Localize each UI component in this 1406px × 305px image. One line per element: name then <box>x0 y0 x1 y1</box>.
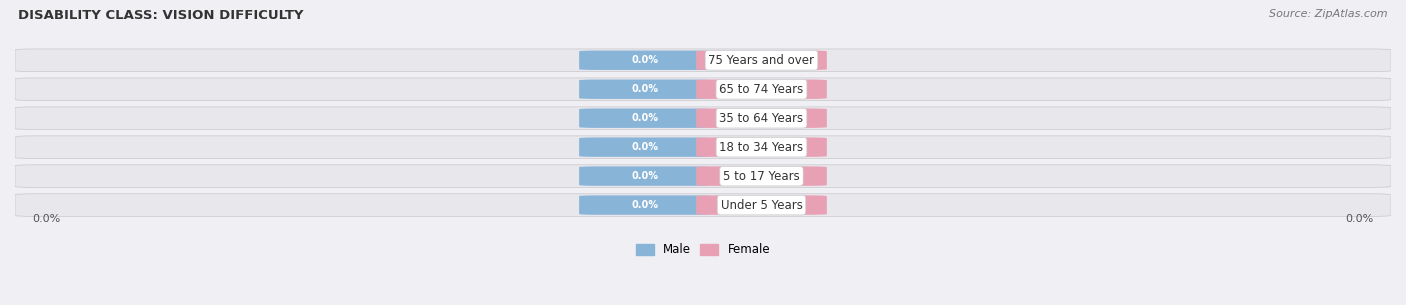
FancyBboxPatch shape <box>579 138 710 157</box>
Text: 5 to 17 Years: 5 to 17 Years <box>723 170 800 183</box>
Legend: Male, Female: Male, Female <box>631 239 775 261</box>
Text: 0.0%: 0.0% <box>631 84 658 94</box>
FancyBboxPatch shape <box>15 165 1391 187</box>
FancyBboxPatch shape <box>696 167 827 186</box>
FancyBboxPatch shape <box>696 51 827 70</box>
Text: 35 to 64 Years: 35 to 64 Years <box>720 112 804 125</box>
Text: 0.0%: 0.0% <box>748 55 775 65</box>
Text: Under 5 Years: Under 5 Years <box>720 199 803 212</box>
Text: 0.0%: 0.0% <box>631 142 658 152</box>
Text: 75 Years and over: 75 Years and over <box>709 54 814 67</box>
FancyBboxPatch shape <box>579 109 710 128</box>
FancyBboxPatch shape <box>696 196 827 215</box>
FancyBboxPatch shape <box>15 107 1391 130</box>
FancyBboxPatch shape <box>579 80 710 99</box>
Text: 65 to 74 Years: 65 to 74 Years <box>720 83 804 96</box>
FancyBboxPatch shape <box>15 78 1391 101</box>
Text: 0.0%: 0.0% <box>748 200 775 210</box>
FancyBboxPatch shape <box>696 80 827 99</box>
FancyBboxPatch shape <box>579 51 710 70</box>
FancyBboxPatch shape <box>15 49 1391 72</box>
Text: 0.0%: 0.0% <box>631 55 658 65</box>
Text: 0.0%: 0.0% <box>748 84 775 94</box>
Text: 0.0%: 0.0% <box>631 171 658 181</box>
Text: 0.0%: 0.0% <box>748 113 775 123</box>
FancyBboxPatch shape <box>696 138 827 157</box>
FancyBboxPatch shape <box>15 194 1391 216</box>
Text: 0.0%: 0.0% <box>631 200 658 210</box>
FancyBboxPatch shape <box>579 167 710 186</box>
Text: DISABILITY CLASS: VISION DIFFICULTY: DISABILITY CLASS: VISION DIFFICULTY <box>18 9 304 22</box>
Text: Source: ZipAtlas.com: Source: ZipAtlas.com <box>1270 9 1388 19</box>
FancyBboxPatch shape <box>579 196 710 215</box>
Text: 0.0%: 0.0% <box>748 142 775 152</box>
FancyBboxPatch shape <box>15 136 1391 158</box>
FancyBboxPatch shape <box>696 109 827 128</box>
Text: 0.0%: 0.0% <box>748 171 775 181</box>
Text: 0.0%: 0.0% <box>1346 214 1374 224</box>
Text: 18 to 34 Years: 18 to 34 Years <box>720 141 804 154</box>
Text: 0.0%: 0.0% <box>32 214 60 224</box>
Text: 0.0%: 0.0% <box>631 113 658 123</box>
